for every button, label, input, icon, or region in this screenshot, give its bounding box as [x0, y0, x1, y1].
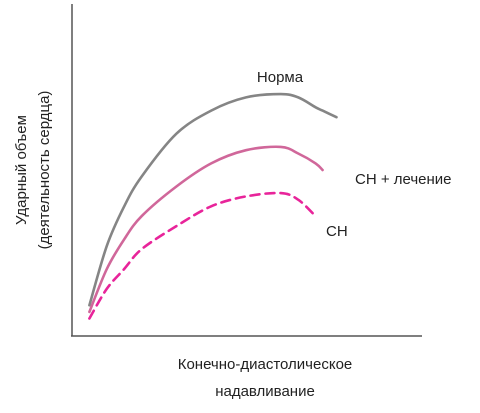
- y-axis-label: Ударный объем: [13, 115, 30, 225]
- x-axis-label: Конечно-диастолическое: [178, 356, 353, 373]
- series-line: [88, 92, 338, 307]
- series-label: Норма: [257, 69, 304, 86]
- series-line: [88, 145, 324, 314]
- series-line: [88, 191, 317, 320]
- series-label: СН: [326, 223, 348, 240]
- y-axis-label: (деятельность сердца): [36, 91, 53, 250]
- series-label: СН + лечение: [355, 171, 452, 188]
- x-axis-label: надавливание: [215, 383, 315, 400]
